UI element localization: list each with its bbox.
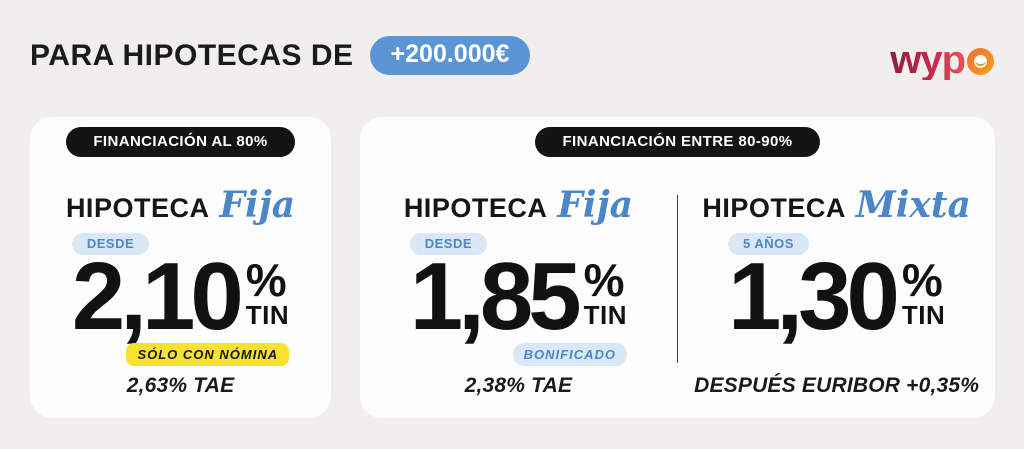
rate-row: 2,10 % TIN bbox=[71, 243, 290, 350]
product-name: HIPOTECA bbox=[403, 193, 548, 223]
desde-pill: DESDE bbox=[71, 233, 150, 255]
wypo-logo-text: wyp bbox=[890, 38, 966, 82]
card-financing-80: FINANCIACIÓN AL 80% HIPOTECA Fija DESDE … bbox=[30, 117, 331, 418]
rate-value: 1,30 bbox=[728, 243, 900, 350]
percent-sign: % bbox=[245, 254, 287, 306]
tae-footnote: 2,38% TAE bbox=[464, 374, 573, 397]
product-title: HIPOTECA Fija bbox=[66, 187, 295, 224]
offer-column-fija-80-90: HIPOTECA Fija DESDE 1,85 % TIN BONIFICAD… bbox=[360, 157, 677, 418]
product-title: HIPOTECA Mixta bbox=[702, 187, 970, 224]
euribor-footnote: DESPUÉS EURIBOR +0,35% bbox=[694, 374, 980, 397]
product-name: HIPOTECA bbox=[65, 193, 210, 223]
payroll-tag: SÓLO CON NÓMINA bbox=[126, 342, 290, 366]
card-financing-80-90: FINANCIACIÓN ENTRE 80-90% HIPOTECA Fija … bbox=[360, 117, 995, 418]
rate-units: % TIN bbox=[901, 254, 946, 331]
card-body: HIPOTECA Fija DESDE 1,85 % TIN BONIFICAD… bbox=[360, 157, 995, 418]
page-title: PARA HIPOTECAS DE bbox=[30, 38, 354, 72]
financing-badge: FINANCIACIÓN ENTRE 80-90% bbox=[535, 127, 820, 157]
percent-sign: % bbox=[583, 254, 625, 306]
smiley-icon bbox=[967, 48, 994, 75]
tin-label: TIN bbox=[583, 300, 627, 331]
product-name: HIPOTECA bbox=[702, 193, 846, 223]
rate-row: 1,30 % TIN bbox=[728, 243, 946, 350]
rate-row: 1,85 % TIN bbox=[409, 243, 627, 350]
rate-units: % TIN bbox=[245, 254, 290, 331]
rate-block: 5 AÑOS 1,30 % TIN bbox=[728, 233, 946, 350]
rate-value: 1,85 bbox=[409, 243, 582, 350]
rate-units: % TIN bbox=[583, 254, 627, 331]
tin-label: TIN bbox=[245, 300, 290, 331]
product-variant: Mixta bbox=[855, 184, 971, 226]
tin-label: TIN bbox=[901, 300, 946, 331]
product-variant: Fija bbox=[557, 184, 633, 226]
card-body: HIPOTECA Fija DESDE 2,10 % TIN SÓLO CON … bbox=[30, 157, 331, 418]
column-divider bbox=[676, 195, 679, 363]
offer-column-mixta: HIPOTECA Mixta 5 AÑOS 1,30 % TIN DESPUÉS… bbox=[678, 157, 995, 418]
years-pill: 5 AÑOS bbox=[728, 233, 809, 255]
rate-block: DESDE 1,85 % TIN BONIFICADO bbox=[409, 233, 627, 366]
header: PARA HIPOTECAS DE +200.000€ bbox=[30, 36, 531, 75]
rate-value: 2,10 bbox=[71, 243, 244, 350]
offer-column-fija-80: HIPOTECA Fija DESDE 2,10 % TIN SÓLO CON … bbox=[30, 157, 331, 418]
percent-sign: % bbox=[901, 254, 943, 306]
rate-block: DESDE 2,10 % TIN SÓLO CON NÓMINA bbox=[71, 233, 290, 366]
product-title: HIPOTECA Fija bbox=[404, 187, 633, 224]
amount-badge: +200.000€ bbox=[369, 36, 531, 75]
financing-badge: FINANCIACIÓN AL 80% bbox=[66, 127, 295, 157]
tae-footnote: 2,63% TAE bbox=[126, 374, 235, 397]
bonified-tag: BONIFICADO bbox=[512, 342, 627, 366]
wypo-logo: wyp bbox=[890, 40, 994, 80]
desde-pill: DESDE bbox=[409, 233, 488, 255]
product-variant: Fija bbox=[219, 184, 296, 226]
